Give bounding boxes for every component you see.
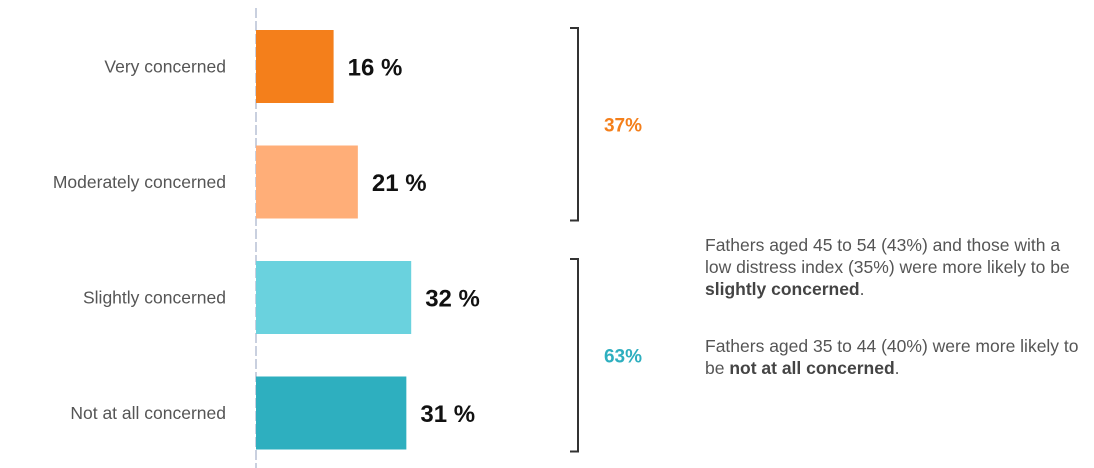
note-text: Fathers aged 35 to 44 (40%) were more li… [705, 336, 1079, 378]
note-text: Fathers aged 45 to 54 (43%) and those wi… [705, 235, 1070, 277]
annotation-not-at-all-concerned: Fathers aged 35 to 44 (40%) were more li… [705, 335, 1085, 379]
note-emphasis: slightly concerned [705, 279, 860, 299]
annotation-slightly-concerned: Fathers aged 45 to 54 (43%) and those wi… [705, 234, 1085, 300]
data-label: 21 % [372, 170, 427, 197]
note-emphasis: not at all concerned [729, 358, 895, 378]
note-text: . [894, 358, 900, 378]
category-label: Moderately concerned [53, 172, 226, 192]
bar [256, 30, 334, 103]
bars-layer: Very concerned 16 % Moderately concerned 21… [53, 30, 480, 450]
note-text: . [859, 279, 865, 299]
group-total-label: 37% [604, 115, 642, 136]
group-bracket [570, 27, 579, 222]
bar [256, 261, 412, 334]
data-label: 31 % [420, 401, 475, 428]
bar [256, 145, 358, 219]
bar [256, 376, 407, 450]
group-bracket [570, 258, 579, 453]
data-label: 32 % [425, 286, 480, 313]
category-label: Very concerned [104, 57, 226, 77]
category-label: Slightly concerned [83, 288, 226, 308]
data-label: 16 % [348, 55, 403, 82]
group-total-label: 63% [604, 346, 642, 367]
category-label: Not at all concerned [70, 403, 226, 423]
brackets-layer: 37% 63% [570, 27, 642, 453]
